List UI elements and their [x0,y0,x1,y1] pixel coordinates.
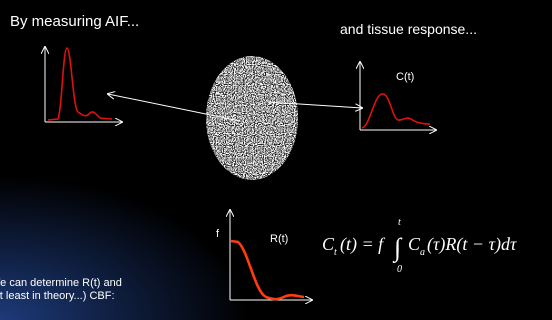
heading-left: By measuring AIF... [10,13,139,30]
conclusion-line: (at least in theory...) CBF: [0,290,115,302]
residue-label: R(t) [270,233,288,245]
slide: By measuring AIF... and tissue response.… [0,0,552,320]
formula-term-rest: (τ)R(t − τ)dτ [427,234,517,255]
conclusion-line: We can determine R(t) and [0,277,122,289]
tissue-label: C(t) [396,71,414,83]
formula-lhs-sub: t [334,247,337,258]
formula-upper: t [398,217,401,228]
formula-term-sub: a [420,247,425,258]
page: By measuring AIF... and tissue response.… [0,0,552,320]
formula-lower: 0 [397,264,402,275]
heading-right: and tissue response... [340,21,477,37]
formula-lhs-rest: (t) = f [340,234,386,255]
